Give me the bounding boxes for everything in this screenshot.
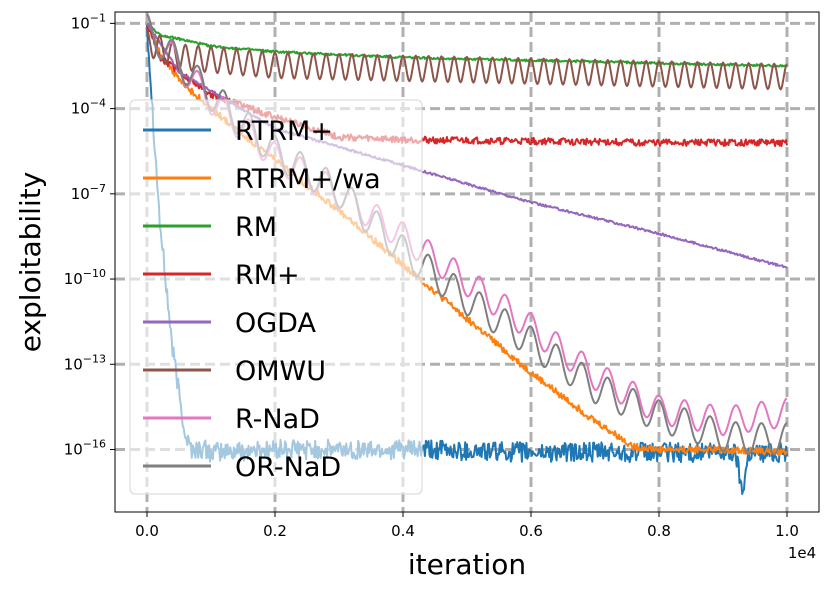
x-tick-label: 0.2 [263,522,287,540]
plot-frame [114,11,820,513]
y-tick-label: 10−16 [64,438,106,459]
legend-label: OR-NaD [235,452,341,483]
x-tick-label: 0.4 [391,522,415,540]
y-tick-label: 10−7 [71,182,106,203]
x-tick-label: 1.0 [775,522,799,540]
x-tick-label: 0.8 [647,522,671,540]
y-ticks: 10−1 10−4 10−7 10−10 10−13 10−16 [64,11,115,459]
legend-label: RTRM+/wa [235,164,381,195]
legend-label: RTRM+ [235,116,333,147]
series-line-omwu [146,29,788,91]
x-tick-label: 0.0 [135,522,159,540]
series-line-rm [146,22,788,68]
legend-label: R-NaD [235,404,320,435]
x-ticks: 0.0 0.2 0.4 0.6 0.8 1.0 [135,512,799,540]
y-tick-label: 10−4 [71,97,106,118]
x-tick-label: 0.6 [519,522,543,540]
legend-label: RM [235,212,277,243]
x-multiplier-label: 1e4 [788,544,816,562]
x-axis-label: iteration [408,548,526,581]
legend-box [129,99,423,495]
legend: RTRM+ RTRM+/wa RM RM+ OGDA OMWU R-NaD OR-NaD [129,99,423,495]
legend-label: OMWU [235,356,326,387]
y-tick-label: 10−10 [64,267,106,288]
y-tick-label: 10−1 [71,11,106,32]
legend-label: OGDA [235,308,316,339]
grid-lines [115,12,819,512]
y-axis-label: exploitability [14,172,47,353]
y-tick-label: 10−13 [64,352,106,373]
legend-label: RM+ [235,260,300,291]
